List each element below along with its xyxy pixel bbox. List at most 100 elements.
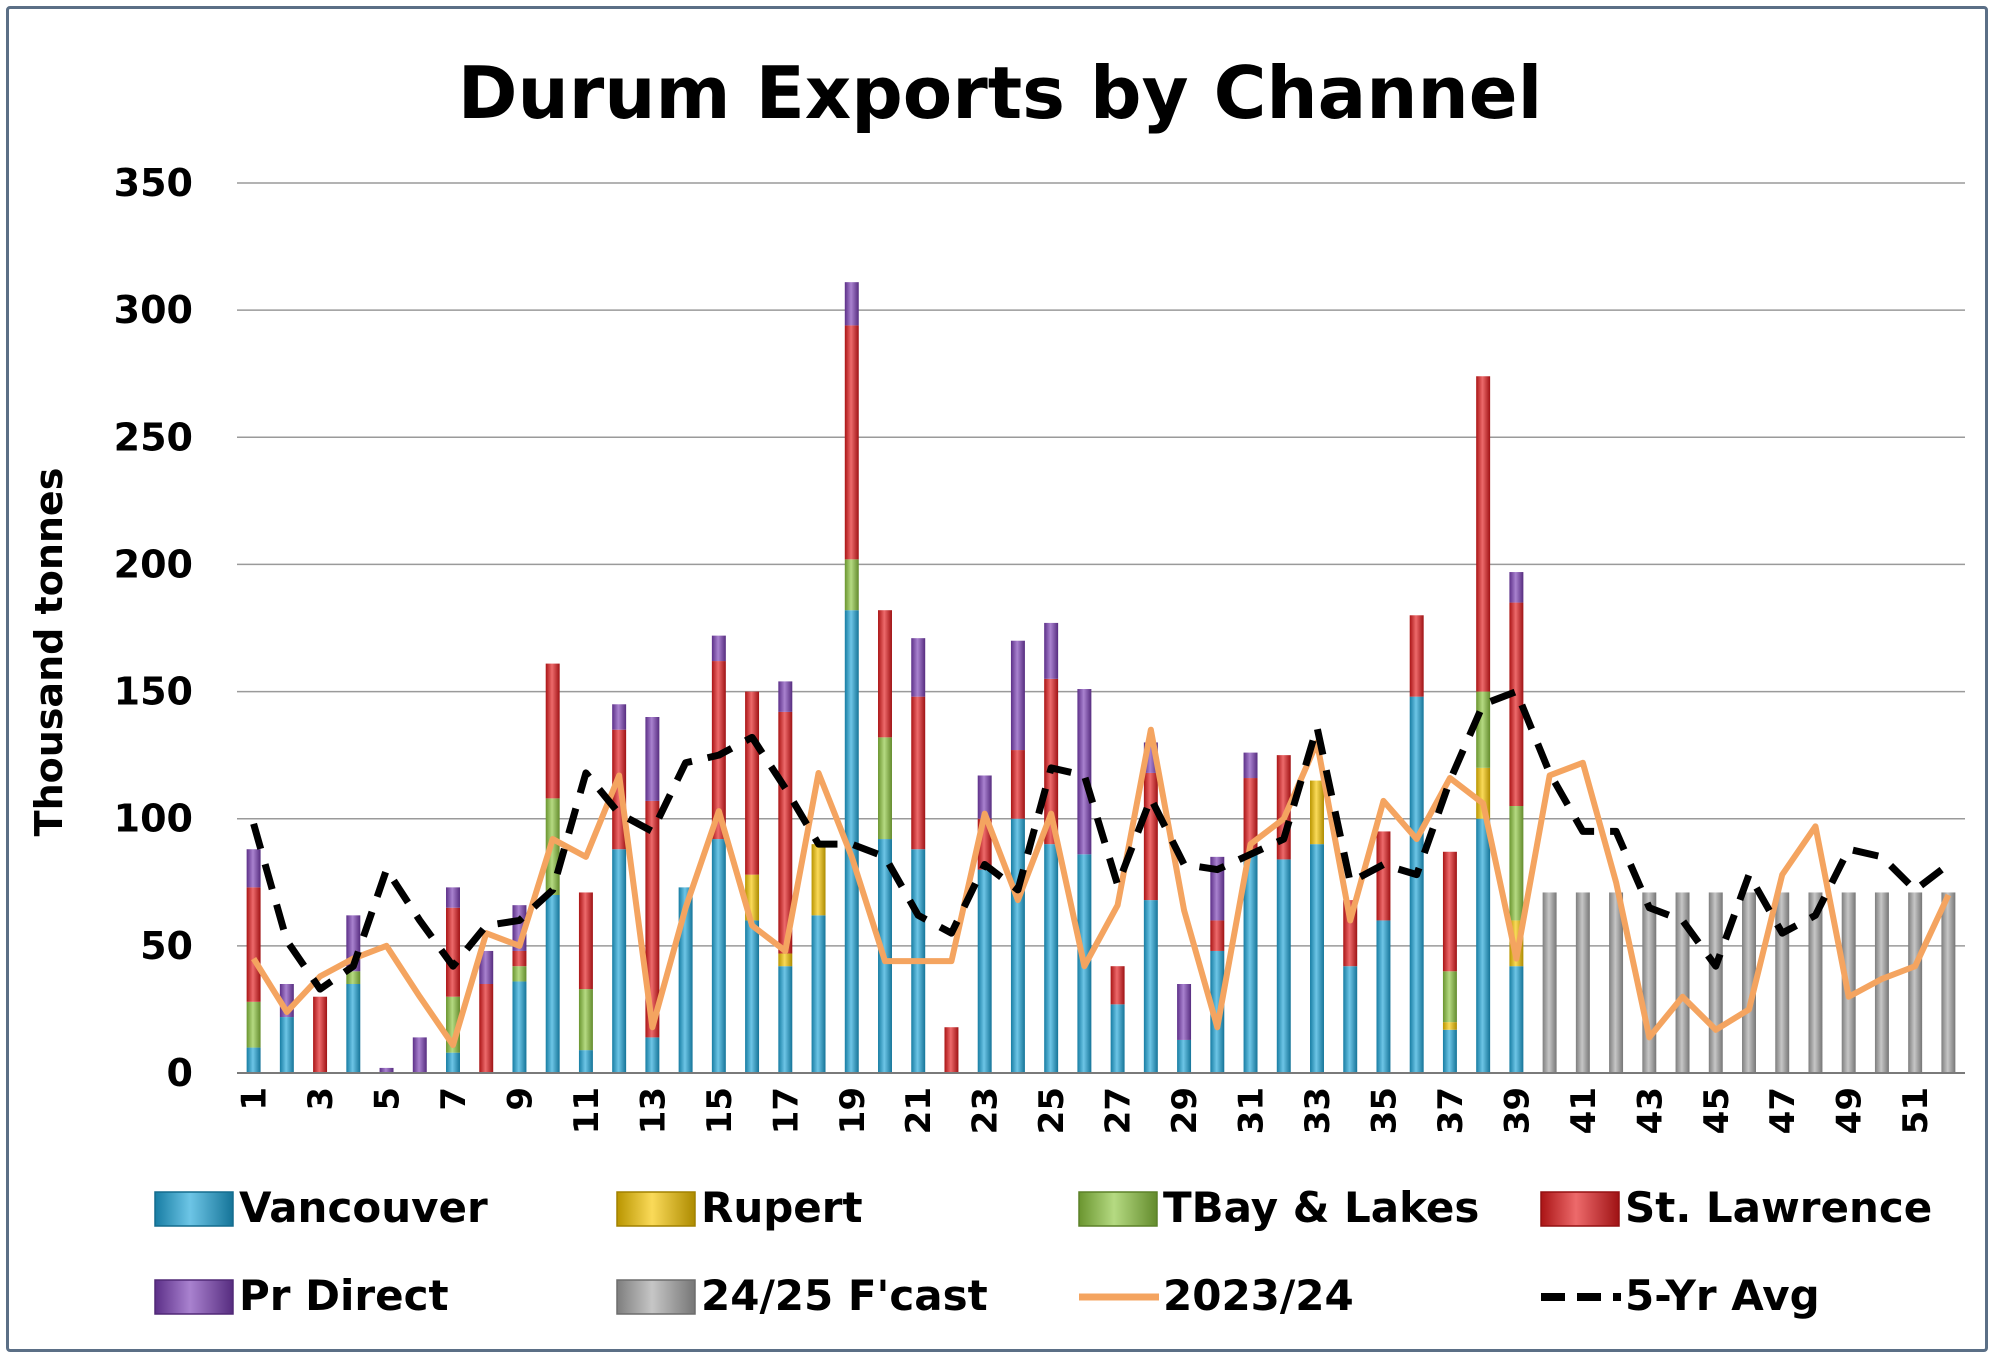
line-5-yr-avg <box>250 688 1951 993</box>
bar-st-lawrence-week-10 <box>545 663 560 799</box>
bar-vancouver-week-19 <box>844 610 859 1073</box>
bar-24-25-f-cast-week-45 <box>1708 892 1723 1073</box>
bar-st-lawrence-week-17 <box>778 711 793 954</box>
bar-vancouver-week-2 <box>279 1017 294 1073</box>
y-tick-label-0: 0 <box>167 1051 193 1095</box>
bar-24-25-f-cast-week-50 <box>1874 892 1889 1073</box>
x-tick-label-51: 51 <box>1896 1087 1936 1134</box>
x-tick-label-31: 31 <box>1232 1087 1272 1134</box>
x-tick-label-49: 49 <box>1830 1087 1870 1134</box>
bar-st-lawrence-week-28 <box>1143 772 1158 901</box>
bar-pr-direct-week-31 <box>1243 752 1258 779</box>
y-tick-label-200: 200 <box>114 542 193 586</box>
bar-vancouver-week-4 <box>346 984 361 1073</box>
bar-24-25-f-cast-week-44 <box>1675 892 1690 1073</box>
bar-vancouver-week-25 <box>1044 844 1059 1073</box>
x-tick-label-19: 19 <box>833 1087 873 1134</box>
bar-24-25-f-cast-week-43 <box>1642 892 1657 1073</box>
bar-pr-direct-week-8 <box>479 950 494 984</box>
x-tick-label-35: 35 <box>1364 1087 1404 1134</box>
legend-swatch-rupert <box>616 1191 696 1227</box>
bar-pr-direct-week-12 <box>612 704 627 730</box>
bar-pr-direct-week-24 <box>1010 640 1025 751</box>
bar-tbay-lakes-week-37 <box>1442 971 1457 1023</box>
x-tick-label-43: 43 <box>1630 1087 1670 1134</box>
bar-pr-direct-week-23 <box>977 775 992 819</box>
bar-vancouver-week-1 <box>246 1047 261 1073</box>
legend-label-tbay-lakes: TBay & Lakes <box>1163 1183 1479 1232</box>
bar-24-25-f-cast-week-41 <box>1575 892 1590 1073</box>
bar-st-lawrence-week-21 <box>911 696 926 850</box>
bar-st-lawrence-week-8 <box>479 984 494 1073</box>
bar-pr-direct-week-1 <box>246 849 261 888</box>
legend-label-rupert: Rupert <box>701 1183 863 1232</box>
legend-label-2023-24: 2023/24 <box>1163 1271 1354 1320</box>
y-tick-label-50: 50 <box>140 924 193 968</box>
legend-swatch-pr-direct <box>154 1279 234 1315</box>
chart-frame <box>6 6 1988 1352</box>
x-tick-label-21: 21 <box>899 1087 939 1134</box>
bar-vancouver-week-10 <box>545 895 560 1073</box>
legend: Vancouver Rupert TBay & Lakes St. Lawrence P… <box>154 1183 1932 1320</box>
bar-vancouver-week-13 <box>645 1037 660 1073</box>
bar-vancouver-week-15 <box>711 839 726 1073</box>
bar-24-25-f-cast-week-48 <box>1808 892 1823 1073</box>
x-tick-label-37: 37 <box>1431 1087 1471 1134</box>
y-axis-ticks: 0 50 100 150 200 250 300 350 <box>114 161 193 1095</box>
bar-st-lawrence-week-3 <box>313 996 328 1073</box>
x-tick-label-25: 25 <box>1032 1087 1072 1134</box>
bar-24-25-f-cast-week-51 <box>1908 892 1923 1073</box>
bar-st-lawrence-week-7 <box>446 907 460 997</box>
bar-vancouver-week-36 <box>1409 696 1424 1073</box>
bar-st-lawrence-week-24 <box>1010 750 1025 819</box>
legend-entry-rupert: Rupert <box>616 1183 863 1232</box>
y-tick-label-350: 350 <box>114 161 193 205</box>
bar-vancouver-week-34 <box>1343 966 1358 1073</box>
bar-st-lawrence-week-35 <box>1376 831 1391 921</box>
legend-label-pr-direct: Pr Direct <box>239 1271 449 1320</box>
x-tick-label-33: 33 <box>1298 1087 1338 1134</box>
bar-pr-direct-week-25 <box>1044 622 1059 679</box>
line-2023-24 <box>251 726 1952 1049</box>
bar-24-25-f-cast-week-42 <box>1609 892 1624 1073</box>
x-tick-label-47: 47 <box>1763 1087 1803 1134</box>
legend-label-5-yr-avg: 5-Yr Avg <box>1625 1271 1820 1320</box>
bar-st-lawrence-week-15 <box>711 661 726 840</box>
bar-pr-direct-week-39 <box>1509 572 1524 603</box>
bar-vancouver-week-23 <box>977 869 992 1073</box>
bar-st-lawrence-week-19 <box>844 325 859 560</box>
x-tick-label-3: 3 <box>301 1087 341 1111</box>
legend-swatch-tbay-lakes <box>1078 1191 1158 1227</box>
bar-rupert-week-18 <box>811 844 826 916</box>
bar-24-25-f-cast-week-52 <box>1941 892 1956 1073</box>
bar-vancouver-week-37 <box>1442 1029 1457 1073</box>
bar-tbay-lakes-week-19 <box>844 559 859 611</box>
bar-st-lawrence-week-22 <box>944 1027 959 1073</box>
legend-swatch-24-25-f-cast <box>616 1279 696 1315</box>
bar-pr-direct-week-15 <box>711 635 726 662</box>
legend-entry-tbay-lakes: TBay & Lakes <box>1078 1183 1479 1232</box>
legend-entry-st-lawrence: St. Lawrence <box>1540 1183 1932 1232</box>
bar-pr-direct-week-21 <box>911 638 926 697</box>
y-tick-label-250: 250 <box>114 415 193 459</box>
bar-tbay-lakes-week-11 <box>578 989 593 1051</box>
bar-24-25-f-cast-week-47 <box>1775 892 1790 1073</box>
bar-24-25-f-cast-week-46 <box>1742 892 1756 1073</box>
legend-swatch-vancouver <box>154 1191 234 1227</box>
legend-label-24-25-f-cast: 24/25 F'cast <box>701 1271 988 1320</box>
bar-vancouver-week-12 <box>612 849 627 1073</box>
bar-vancouver-week-31 <box>1243 854 1258 1073</box>
bar-vancouver-week-16 <box>745 920 760 1073</box>
bar-vancouver-week-9 <box>512 981 527 1073</box>
bar-st-lawrence-week-9 <box>512 950 527 967</box>
x-tick-label-15: 15 <box>700 1087 740 1134</box>
x-tick-label-45: 45 <box>1697 1087 1737 1134</box>
legend-entry-24-25-f-cast: 24/25 F'cast <box>616 1271 988 1320</box>
y-tick-label-300: 300 <box>114 288 193 332</box>
bar-pr-direct-week-19 <box>844 282 859 326</box>
bar-pr-direct-week-26 <box>1077 689 1092 855</box>
bar-st-lawrence-week-36 <box>1409 615 1424 697</box>
bar-rupert-week-33 <box>1310 780 1324 845</box>
bar-st-lawrence-week-27 <box>1110 966 1125 1005</box>
